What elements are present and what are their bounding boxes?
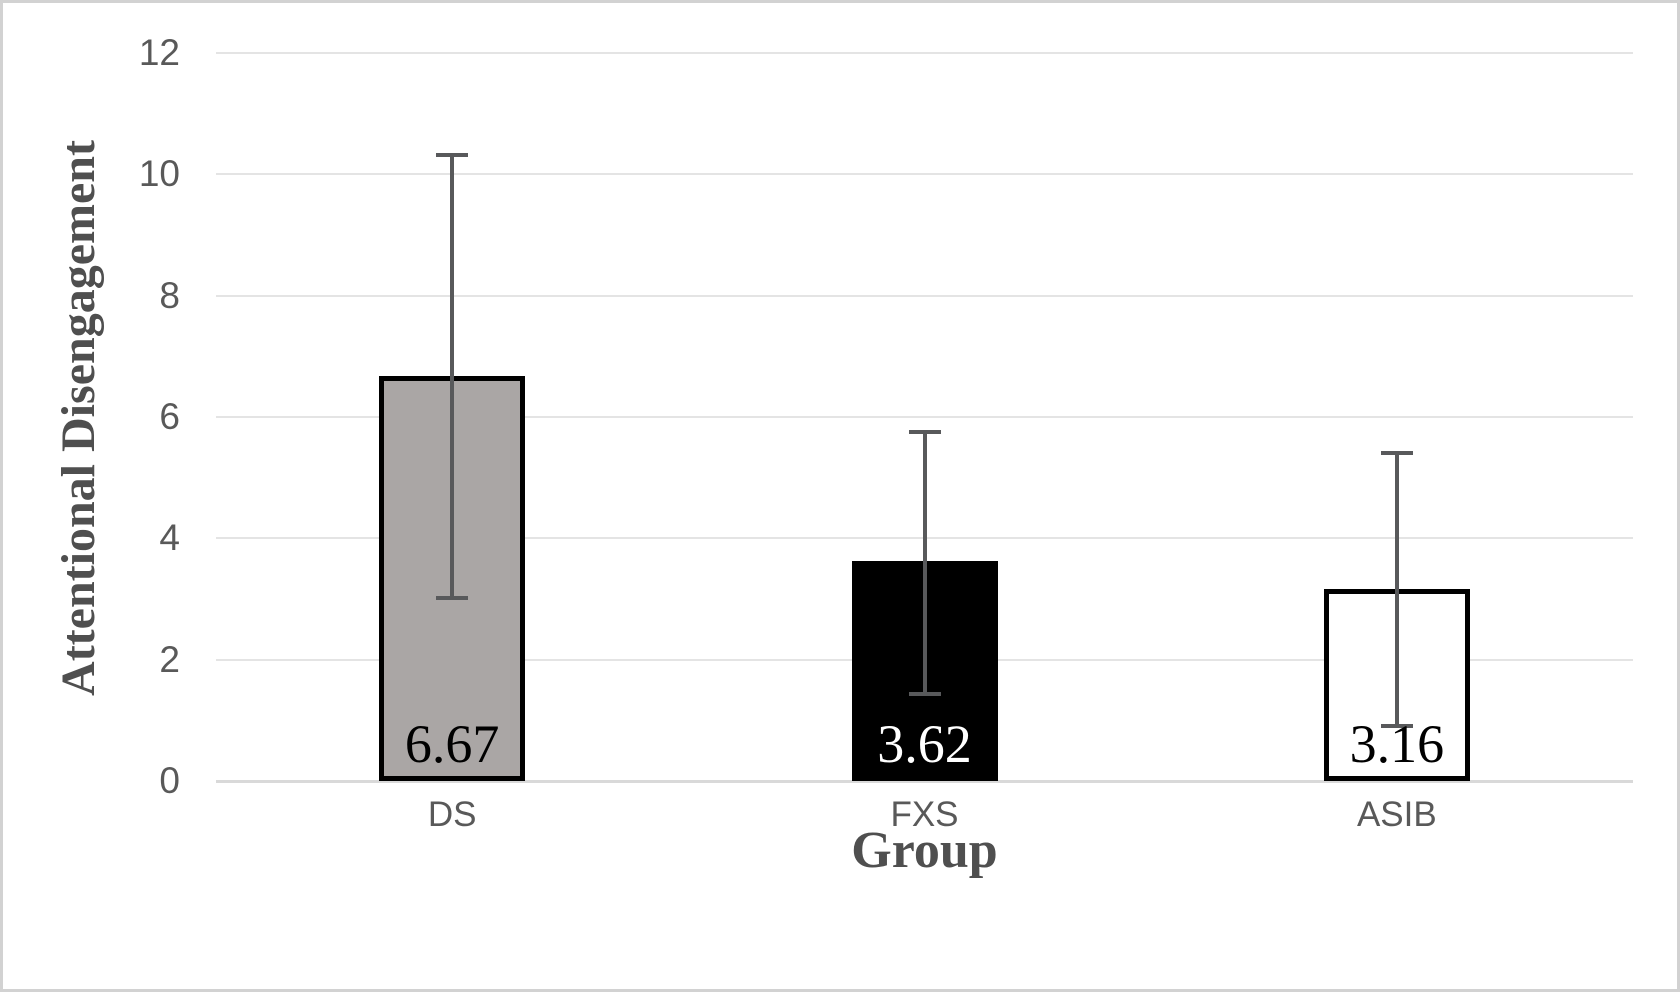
gridline (216, 416, 1633, 418)
x-axis-title: Group (851, 822, 998, 879)
y-tick-label: 0 (159, 760, 180, 801)
gridline (216, 173, 1633, 176)
error-bar-fxs (922, 432, 927, 695)
bar-value-label-fxs: 3.62 (877, 714, 972, 774)
plot-area: 0 2 4 6 8 10 12 6.67 DS 3.62 FXS 3.16 ASIB (3, 3, 1677, 989)
x-tick-label-fxs: FXS (890, 795, 959, 834)
gridline (216, 52, 1633, 54)
x-tick-label-ds: DS (427, 795, 477, 834)
bar-value-label-asib: 3.16 (1349, 714, 1445, 774)
bar-value-label-ds: 6.67 (404, 714, 500, 774)
error-cap-top-fxs (908, 430, 941, 435)
error-cap-bottom-asib (1380, 723, 1413, 728)
gridline (216, 294, 1633, 297)
y-tick-label: 2 (159, 638, 180, 680)
error-bar-ds (450, 154, 455, 598)
error-cap-bottom-ds (436, 595, 469, 600)
error-cap-top-asib (1380, 450, 1413, 455)
y-tick-label: 8 (159, 274, 180, 316)
x-tick-label-asib: ASIB (1356, 795, 1437, 834)
y-tick-label: 6 (159, 396, 180, 437)
y-tick-label: 10 (138, 153, 180, 195)
error-cap-bottom-fxs (908, 692, 941, 697)
error-cap-top-ds (436, 152, 469, 157)
y-tick-label: 12 (138, 32, 180, 73)
error-bar-asib (1394, 452, 1399, 726)
x-axis-line (216, 780, 1633, 783)
y-tick-label: 4 (159, 517, 180, 559)
